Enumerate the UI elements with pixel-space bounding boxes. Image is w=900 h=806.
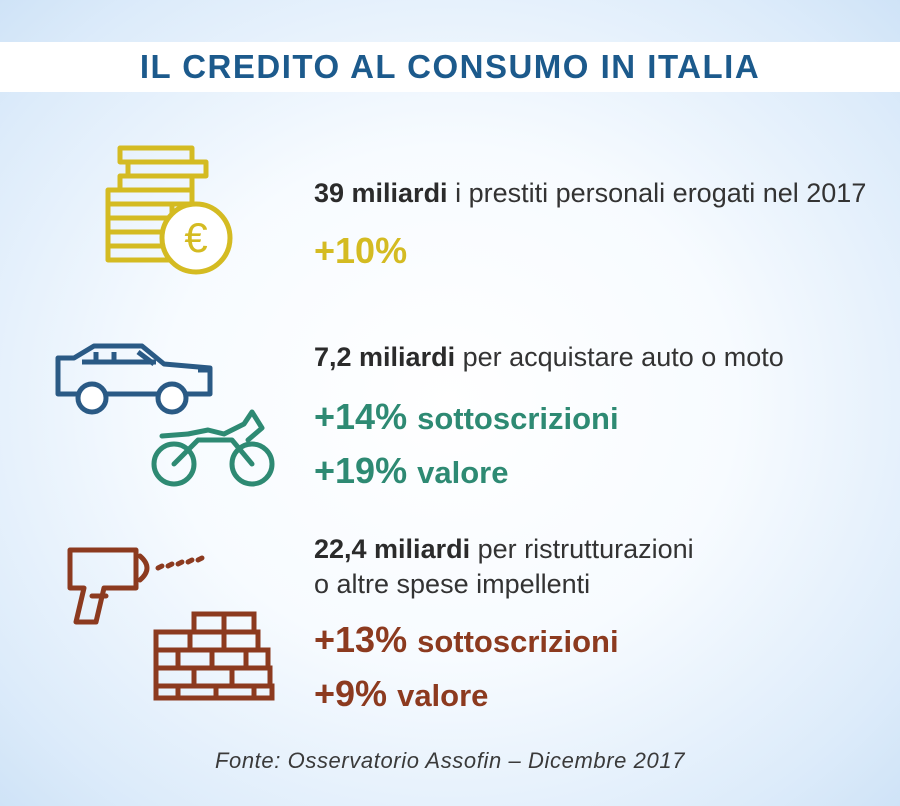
renovations-subscriptions-stat: +13% sottoscrizioni <box>314 622 694 658</box>
renovations-value-stat: +9% valore <box>314 676 694 712</box>
motorcycle-icon <box>151 409 275 487</box>
source-note: Fonte: Osservatorio Assofin – Dicembre 2… <box>214 748 686 773</box>
brick-wall-icon <box>153 611 275 701</box>
section-vehicles: 7,2 miliardi per acquistare auto o moto … <box>314 342 784 489</box>
personal-loans-growth: +10% <box>314 233 866 269</box>
renovations-value-value: +9% <box>314 673 388 714</box>
vehicles-amount: 7,2 miliardi <box>314 342 456 372</box>
personal-loans-text: 39 miliardi i prestiti personali erogati… <box>314 178 866 209</box>
car-icon <box>55 343 213 415</box>
renovations-description: per ristrutturazioni <box>470 534 694 564</box>
title-bar: IL CREDITO AL CONSUMO IN ITALIA <box>0 42 900 92</box>
vehicles-text: 7,2 miliardi per acquistare auto o moto <box>314 342 784 373</box>
renovations-value-label: valore <box>397 678 489 713</box>
vehicles-value-stat: +19% valore <box>314 453 784 489</box>
svg-text:€: € <box>184 214 207 261</box>
page-title: IL CREDITO AL CONSUMO IN ITALIA <box>139 48 761 85</box>
renovations-subscriptions-label: sottoscrizioni <box>417 624 619 659</box>
vehicles-subscriptions-value: +14% <box>314 396 408 437</box>
vehicles-value-label: valore <box>417 455 509 490</box>
vehicles-subscriptions-label: sottoscrizioni <box>417 401 619 436</box>
renovations-description-2: o altre spese impellenti <box>314 569 591 599</box>
vehicles-description: per acquistare auto o moto <box>455 342 784 372</box>
renovations-amount: 22,4 miliardi <box>314 534 471 564</box>
renovations-text: 22,4 miliardi per ristrutturazioni <box>314 534 694 565</box>
personal-loans-growth-value: +10% <box>314 230 408 271</box>
drill-icon <box>67 547 205 625</box>
renovations-subscriptions-value: +13% <box>314 619 408 660</box>
personal-loans-amount: 39 miliardi <box>314 178 448 208</box>
section-renovations: 22,4 miliardi per ristrutturazioni o alt… <box>314 534 694 712</box>
section-personal-loans: 39 miliardi i prestiti personali erogati… <box>314 178 866 269</box>
coins-euro-icon: € <box>105 145 233 275</box>
vehicles-value-value: +19% <box>314 450 408 491</box>
vehicles-subscriptions-stat: +14% sottoscrizioni <box>314 399 784 435</box>
personal-loans-description: i prestiti personali erogati nel 2017 <box>447 178 867 208</box>
